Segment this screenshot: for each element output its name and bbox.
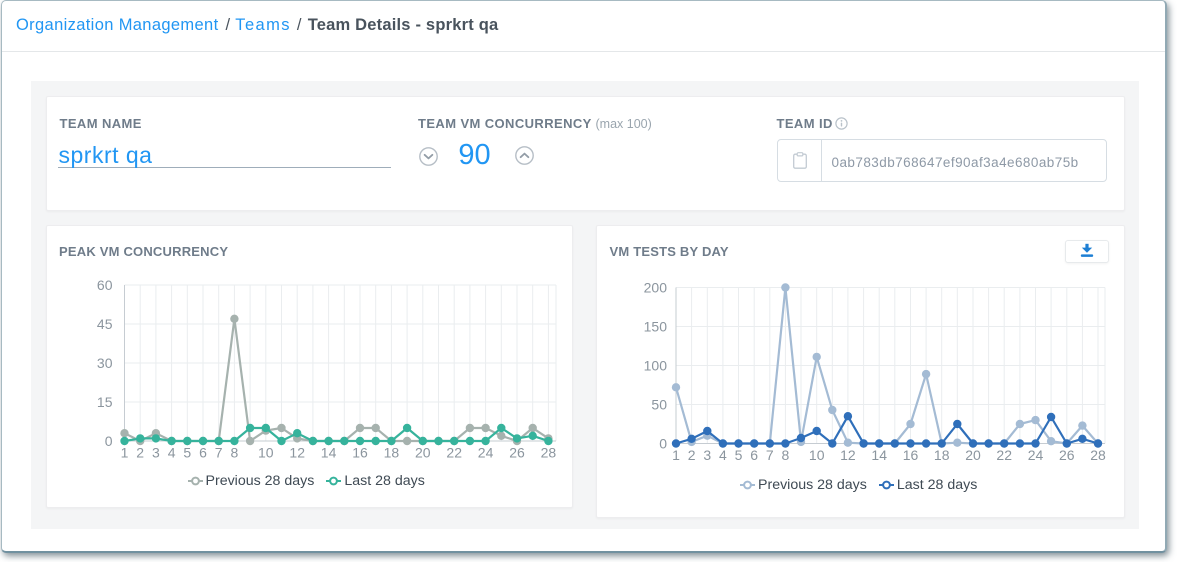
svg-text:50: 50 (651, 397, 667, 413)
svg-text:14: 14 (320, 445, 336, 461)
svg-text:8: 8 (782, 447, 790, 463)
svg-text:12: 12 (289, 445, 305, 461)
svg-text:0: 0 (104, 433, 112, 449)
svg-text:26: 26 (1059, 447, 1075, 463)
svg-text:22: 22 (996, 447, 1012, 463)
svg-text:16: 16 (903, 447, 919, 463)
svg-text:12: 12 (840, 447, 856, 463)
svg-text:45: 45 (96, 316, 112, 332)
svg-text:20: 20 (965, 447, 981, 463)
svg-text:6: 6 (750, 447, 758, 463)
svg-text:28: 28 (540, 445, 556, 461)
svg-text:30: 30 (96, 355, 112, 371)
svg-text:2: 2 (136, 445, 144, 461)
svg-text:6: 6 (199, 445, 207, 461)
svg-text:150: 150 (644, 319, 668, 335)
svg-text:20: 20 (415, 445, 431, 461)
svg-text:10: 10 (258, 445, 274, 461)
svg-text:14: 14 (871, 447, 887, 463)
svg-text:16: 16 (352, 445, 368, 461)
svg-text:1: 1 (672, 447, 680, 463)
svg-text:22: 22 (446, 445, 462, 461)
svg-text:0: 0 (659, 436, 667, 452)
svg-text:24: 24 (477, 445, 493, 461)
svg-text:60: 60 (96, 277, 112, 293)
svg-text:18: 18 (934, 447, 950, 463)
svg-text:8: 8 (230, 445, 238, 461)
svg-text:24: 24 (1028, 447, 1044, 463)
svg-text:5: 5 (735, 447, 743, 463)
svg-text:28: 28 (1090, 447, 1106, 463)
svg-text:15: 15 (96, 394, 112, 410)
svg-text:10: 10 (809, 447, 825, 463)
svg-text:2: 2 (688, 447, 696, 463)
svg-text:1: 1 (120, 445, 128, 461)
svg-text:3: 3 (152, 445, 160, 461)
svg-text:18: 18 (383, 445, 399, 461)
svg-text:7: 7 (766, 447, 774, 463)
svg-text:100: 100 (644, 358, 668, 374)
svg-text:200: 200 (644, 280, 668, 296)
svg-text:26: 26 (509, 445, 525, 461)
svg-text:3: 3 (703, 447, 711, 463)
svg-text:7: 7 (214, 445, 222, 461)
svg-text:4: 4 (167, 445, 175, 461)
svg-text:5: 5 (183, 445, 191, 461)
svg-text:4: 4 (719, 447, 727, 463)
